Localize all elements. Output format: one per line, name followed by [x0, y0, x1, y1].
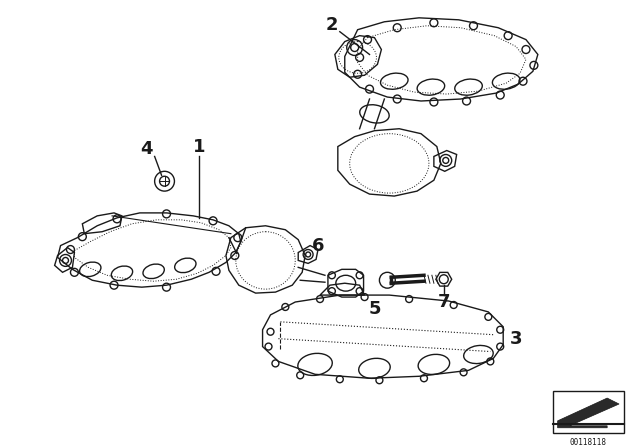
Text: 4: 4: [140, 139, 153, 158]
Text: 5: 5: [368, 300, 381, 318]
Bar: [553, 391, 624, 433]
Text: 00118118: 00118118: [570, 438, 607, 447]
Polygon shape: [557, 398, 619, 428]
Text: 3: 3: [510, 330, 522, 348]
Text: 2: 2: [326, 16, 338, 34]
Text: 6: 6: [312, 237, 324, 254]
Text: 1: 1: [193, 138, 205, 155]
Text: 7: 7: [438, 293, 450, 311]
